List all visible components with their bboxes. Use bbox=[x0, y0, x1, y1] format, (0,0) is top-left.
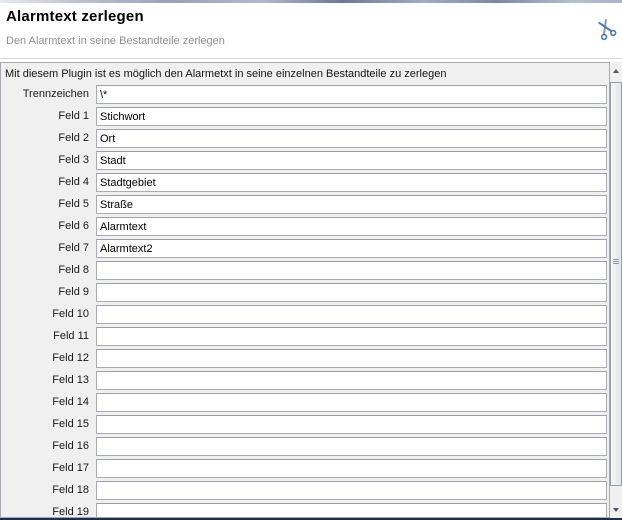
field-label: Feld 10 bbox=[52, 308, 89, 320]
field-row: Feld 1 bbox=[1, 107, 609, 129]
field-label: Feld 1 bbox=[58, 110, 89, 122]
field-input-feld-16[interactable] bbox=[96, 437, 607, 456]
field-row: Feld 19 bbox=[1, 503, 609, 518]
window-bottom-edge bbox=[0, 518, 622, 520]
arrow-down-icon bbox=[613, 507, 619, 512]
scrollbar-thumb[interactable] bbox=[610, 82, 622, 486]
field-label: Feld 9 bbox=[58, 286, 89, 298]
field-input-feld-4[interactable] bbox=[96, 173, 607, 192]
field-label: Feld 11 bbox=[53, 330, 89, 342]
field-input-feld-14[interactable] bbox=[96, 393, 607, 412]
scroll-down-button[interactable] bbox=[610, 501, 622, 518]
vertical-scrollbar[interactable] bbox=[610, 62, 622, 518]
field-row: Trennzeichen bbox=[1, 85, 609, 107]
field-label: Feld 15 bbox=[52, 418, 89, 430]
scroll-up-button[interactable] bbox=[610, 62, 622, 79]
plugin-config-panel: Mit diesem Plugin ist es möglich den Ala… bbox=[0, 62, 610, 518]
field-input-feld-11[interactable] bbox=[96, 327, 607, 346]
field-input-feld-8[interactable] bbox=[96, 261, 607, 280]
field-input-feld-6[interactable] bbox=[96, 217, 607, 236]
scissors-icon bbox=[597, 19, 617, 41]
field-row: Feld 14 bbox=[1, 393, 609, 415]
field-label: Feld 12 bbox=[52, 352, 89, 364]
field-row: Feld 2 bbox=[1, 129, 609, 151]
field-input-feld-13[interactable] bbox=[96, 371, 607, 390]
field-label: Feld 6 bbox=[58, 220, 89, 232]
field-input-feld-17[interactable] bbox=[96, 459, 607, 478]
field-label: Feld 13 bbox=[52, 374, 89, 386]
field-label: Feld 3 bbox=[58, 154, 89, 166]
field-label: Feld 2 bbox=[58, 132, 89, 144]
field-input-feld-3[interactable] bbox=[96, 151, 607, 170]
field-input-trennzeichen[interactable] bbox=[96, 85, 607, 104]
field-label: Trennzeichen bbox=[22, 88, 89, 100]
field-label: Feld 4 bbox=[58, 176, 89, 188]
field-row: Feld 15 bbox=[1, 415, 609, 437]
field-input-feld-15[interactable] bbox=[96, 415, 607, 434]
field-input-feld-12[interactable] bbox=[96, 349, 607, 368]
field-label: Feld 8 bbox=[58, 264, 89, 276]
field-label: Feld 14 bbox=[52, 396, 89, 408]
field-label: Feld 5 bbox=[58, 198, 89, 210]
field-label: Feld 7 bbox=[58, 242, 89, 254]
page-title: Alarmtext zerlegen bbox=[6, 8, 144, 25]
thumb-grip-icon bbox=[613, 259, 619, 264]
page-subtitle: Den Alarmtext in seine Bestandteile zerl… bbox=[6, 35, 225, 47]
field-input-feld-5[interactable] bbox=[96, 195, 607, 214]
field-row: Feld 11 bbox=[1, 327, 609, 349]
field-row: Feld 8 bbox=[1, 261, 609, 283]
field-row: Feld 18 bbox=[1, 481, 609, 503]
field-list: Trennzeichen Feld 1 Feld 2 Feld 3 Feld 4… bbox=[1, 85, 609, 518]
header: Alarmtext zerlegen Den Alarmtext in sein… bbox=[0, 3, 622, 58]
field-row: Feld 12 bbox=[1, 349, 609, 371]
field-label: Feld 18 bbox=[52, 484, 89, 496]
field-label: Feld 16 bbox=[52, 440, 89, 452]
window-top-edge bbox=[0, 0, 622, 3]
field-row: Feld 5 bbox=[1, 195, 609, 217]
field-input-feld-2[interactable] bbox=[96, 129, 607, 148]
field-row: Feld 17 bbox=[1, 459, 609, 481]
field-input-feld-19[interactable] bbox=[96, 503, 607, 517]
field-input-feld-9[interactable] bbox=[96, 283, 607, 302]
field-label: Feld 17 bbox=[52, 462, 89, 474]
field-label: Feld 19 bbox=[52, 506, 89, 518]
field-row: Feld 3 bbox=[1, 151, 609, 173]
field-row: Feld 4 bbox=[1, 173, 609, 195]
field-row: Feld 13 bbox=[1, 371, 609, 393]
field-input-feld-7[interactable] bbox=[96, 239, 607, 258]
field-input-feld-18[interactable] bbox=[96, 481, 607, 500]
field-row: Feld 6 bbox=[1, 217, 609, 239]
field-row: Feld 16 bbox=[1, 437, 609, 459]
field-input-feld-1[interactable] bbox=[96, 107, 607, 126]
field-input-feld-10[interactable] bbox=[96, 305, 607, 324]
header-divider bbox=[0, 58, 622, 59]
field-row: Feld 9 bbox=[1, 283, 609, 305]
panel-description: Mit diesem Plugin ist es möglich den Ala… bbox=[5, 68, 447, 80]
arrow-up-icon bbox=[613, 68, 619, 73]
field-row: Feld 10 bbox=[1, 305, 609, 327]
field-row: Feld 7 bbox=[1, 239, 609, 261]
